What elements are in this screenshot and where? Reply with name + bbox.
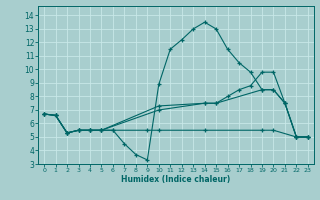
X-axis label: Humidex (Indice chaleur): Humidex (Indice chaleur) xyxy=(121,175,231,184)
